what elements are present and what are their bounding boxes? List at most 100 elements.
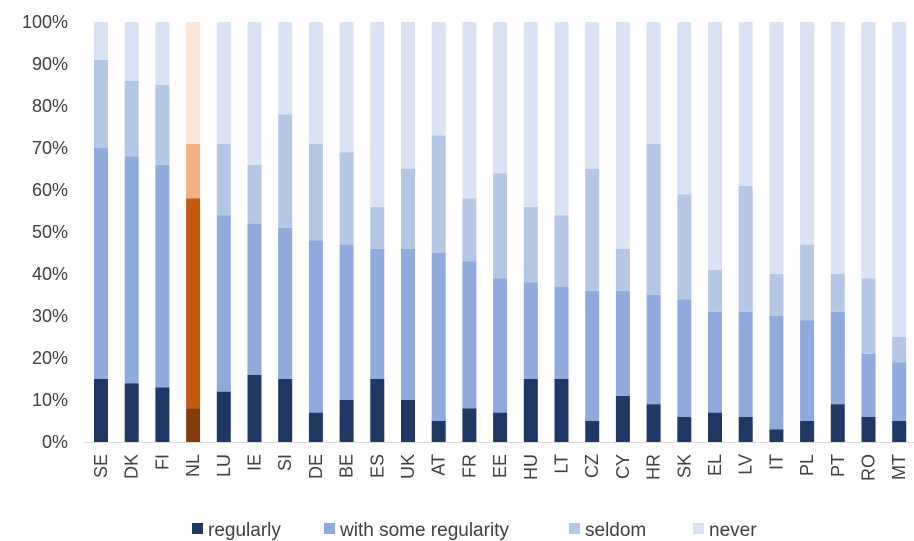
bar-segment [769,316,784,430]
bar-segment [186,408,201,442]
x-tick-label: CY [613,454,633,479]
bar-segment [861,353,876,417]
bar-segment [554,286,569,379]
x-tick-label: CZ [582,454,602,478]
bar-segment [769,22,784,274]
x-tick-label: LT [552,454,572,474]
bar-segment [523,22,538,207]
legend-swatch [192,523,203,534]
bar-segment [308,143,323,241]
bar-segment [401,169,415,249]
legend-label: never [709,520,757,541]
bar-segment [769,429,784,442]
bar-segment [646,22,661,144]
x-tick-label: LU [214,454,234,477]
bar-segment [247,223,262,375]
bar-segment [339,22,354,153]
x-tick-label: UK [398,454,418,479]
x-tick-label: MT [889,454,909,480]
x-tick-label: AT [429,454,449,476]
bar-segment [892,337,907,363]
bar-segment [800,244,815,321]
bar-segment [186,143,201,199]
bar-segment [308,412,323,442]
bar-segment [677,22,692,195]
x-axis: SE DK FI NL LU IE SI DE BE ES UK AT FR EE HU LT CZ CY HR SK… [91,454,909,481]
bar-segment [830,311,845,405]
y-tick-label: 10% [32,390,68,410]
bar-segment [677,416,692,442]
bar-segment [646,404,661,442]
bar-segment [708,269,722,312]
bar-segment [462,261,477,409]
bar-segment [585,290,600,421]
bar-segment [523,282,538,379]
bar-segment [431,253,446,421]
x-tick-label: EL [705,454,725,476]
bar-segment [523,206,538,283]
bar-segment [800,320,815,421]
x-tick-label: LV [736,454,756,475]
bar-segment [493,412,508,442]
bar-segment [892,362,907,421]
x-tick-label: DK [122,454,142,479]
y-tick-label: 90% [32,54,68,74]
x-tick-label: FI [152,454,172,470]
bar-segment [124,383,139,442]
bar-segment [247,164,262,224]
bar-segment [615,290,630,396]
y-tick-label: 60% [32,180,68,200]
y-tick-label: 30% [32,306,68,326]
bar-segment [646,295,661,405]
x-tick-label: SI [275,454,295,471]
bar-segment [585,169,600,291]
bar-segment [94,148,108,379]
bar-segment [861,416,876,442]
legend-swatch [569,523,580,534]
bar-segment [370,206,385,249]
bar-segment [401,22,415,169]
bars [94,22,907,442]
bar-segment [370,22,385,207]
bar-segment [247,374,262,442]
bar-segment [94,59,108,148]
bar-segment [800,22,815,245]
bar-segment [124,156,139,384]
x-tick-label: SE [91,454,111,478]
bar-segment [769,274,784,316]
x-tick-label: EE [490,454,510,478]
x-tick-label: BE [337,454,357,478]
bar-segment [892,421,907,442]
bar-segment [216,143,231,216]
legend-swatch [324,523,335,534]
bar-segment [278,114,293,228]
bar-segment [585,22,600,169]
bar-segment [186,22,201,144]
bar-segment [830,274,845,312]
bar-segment [155,22,170,85]
bar-segment [646,143,661,295]
x-tick-label: IE [245,454,265,471]
x-tick-label: ES [367,454,387,478]
bar-segment [216,215,231,392]
bar-segment [462,198,477,262]
bar-segment [216,391,231,442]
bar-segment [155,164,170,388]
bar-segment [216,22,231,144]
bar-segment [615,22,630,249]
bar-segment [861,22,876,279]
bar-segment [554,215,569,287]
bar-segment [186,198,201,409]
x-tick-label: DE [306,454,326,479]
bar-segment [370,379,385,442]
bar-segment [615,395,630,442]
bar-segment [431,22,446,136]
bar-segment [615,248,630,291]
bar-segment [339,244,354,400]
legend-label: seldom [585,520,646,541]
bar-segment [370,248,385,379]
x-tick-label: NL [183,454,203,477]
y-tick-label: 40% [32,264,68,284]
